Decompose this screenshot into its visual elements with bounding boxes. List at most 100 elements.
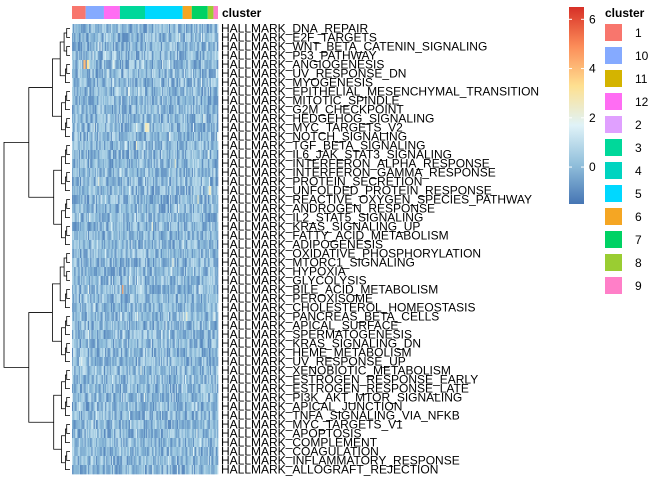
heatmap-cell bbox=[138, 312, 140, 322]
heatmap-cell bbox=[105, 204, 107, 214]
heatmap-cell bbox=[200, 69, 203, 79]
heatmap-cell bbox=[168, 321, 171, 331]
heatmap-cell bbox=[121, 186, 123, 196]
heatmap-cell bbox=[194, 276, 196, 286]
heatmap-cell bbox=[75, 285, 77, 295]
heatmap-cell bbox=[205, 267, 207, 277]
dendrogram-branch bbox=[66, 226, 70, 236]
heatmap-cell bbox=[206, 105, 209, 115]
heatmap-cell bbox=[194, 78, 196, 88]
heatmap-cell bbox=[143, 294, 146, 304]
heatmap-cell bbox=[109, 267, 112, 277]
heatmap-cell bbox=[81, 204, 83, 214]
heatmap-cell bbox=[190, 123, 193, 133]
heatmap-cell bbox=[157, 186, 160, 196]
heatmap-cell bbox=[154, 222, 156, 232]
heatmap-cell bbox=[178, 258, 180, 268]
heatmap-cell bbox=[204, 60, 206, 70]
heatmap-cell bbox=[175, 195, 178, 205]
heatmap-cell bbox=[195, 105, 197, 115]
heatmap-cell bbox=[115, 114, 117, 124]
heatmap-cell bbox=[85, 321, 88, 331]
heatmap-cell bbox=[125, 51, 128, 61]
heatmap-cell bbox=[97, 303, 99, 313]
heatmap-cell bbox=[82, 357, 84, 367]
heatmap-cell bbox=[103, 285, 106, 295]
heatmap-cell bbox=[196, 51, 198, 61]
heatmap-cell bbox=[188, 204, 190, 214]
heatmap-cell bbox=[213, 312, 215, 322]
heatmap-cell bbox=[207, 195, 210, 205]
heatmap-cell bbox=[167, 222, 170, 232]
heatmap-cell bbox=[109, 123, 112, 133]
heatmap-cell bbox=[194, 249, 196, 259]
heatmap-cell bbox=[151, 168, 154, 178]
heatmap-cell bbox=[165, 51, 168, 61]
heatmap-cell bbox=[183, 294, 186, 304]
heatmap-cell bbox=[126, 222, 129, 232]
heatmap-cell bbox=[95, 240, 98, 250]
heatmap-cell bbox=[74, 285, 76, 295]
heatmap-cell bbox=[191, 321, 194, 331]
heatmap-cell bbox=[163, 267, 165, 277]
heatmap-cell bbox=[130, 60, 132, 70]
heatmap-cell bbox=[99, 204, 101, 214]
heatmap-cell bbox=[160, 276, 163, 286]
heatmap-cell bbox=[138, 348, 140, 358]
heatmap-cell bbox=[184, 159, 187, 169]
heatmap-cell bbox=[204, 213, 206, 223]
heatmap-cell bbox=[186, 177, 188, 187]
heatmap-cell bbox=[160, 60, 163, 70]
heatmap-cell bbox=[72, 222, 74, 232]
heatmap-cell bbox=[187, 213, 189, 223]
heatmap-cell bbox=[73, 258, 75, 268]
heatmap-cell bbox=[151, 114, 154, 124]
heatmap-cell bbox=[158, 339, 161, 349]
heatmap-cell bbox=[208, 285, 211, 295]
heatmap-cell bbox=[75, 366, 77, 376]
heatmap-cell bbox=[212, 249, 214, 259]
heatmap-cell bbox=[94, 78, 97, 88]
heatmap-cell bbox=[73, 177, 75, 187]
dendrogram-branch bbox=[66, 289, 70, 299]
heatmap-cell bbox=[116, 366, 118, 376]
heatmap-cell bbox=[207, 330, 210, 340]
heatmap-cell bbox=[165, 87, 168, 97]
heatmap-cell bbox=[79, 249, 82, 259]
heatmap-cell bbox=[97, 357, 99, 367]
heatmap-cell bbox=[85, 231, 88, 241]
heatmap-cell bbox=[95, 303, 98, 313]
heatmap-cell bbox=[140, 114, 142, 124]
heatmap-cell bbox=[178, 78, 180, 88]
heatmap-cell bbox=[159, 168, 162, 178]
heatmap-cell bbox=[152, 168, 155, 178]
heatmap-cell bbox=[171, 285, 173, 295]
heatmap-cell bbox=[116, 231, 118, 241]
heatmap-cell bbox=[163, 168, 165, 178]
heatmap-cell bbox=[179, 222, 181, 232]
heatmap-cell bbox=[78, 357, 81, 367]
heatmap-cell bbox=[116, 348, 118, 358]
heatmap-cell bbox=[73, 276, 75, 286]
heatmap-cell bbox=[214, 249, 217, 259]
heatmap-cell bbox=[162, 51, 164, 61]
heatmap-cell bbox=[126, 312, 129, 322]
heatmap-cell bbox=[99, 168, 101, 178]
heatmap-cell bbox=[181, 123, 183, 133]
heatmap-cell bbox=[160, 42, 163, 52]
heatmap-cell bbox=[99, 195, 101, 205]
heatmap-cell bbox=[133, 348, 136, 358]
heatmap-cell bbox=[138, 249, 140, 259]
heatmap-cell bbox=[101, 204, 104, 214]
heatmap-cell bbox=[85, 258, 88, 268]
heatmap-cell bbox=[167, 258, 170, 268]
heatmap-cell bbox=[170, 249, 172, 259]
heatmap-cell bbox=[142, 123, 145, 133]
heatmap-cell bbox=[114, 321, 116, 331]
heatmap-cell bbox=[134, 69, 137, 79]
heatmap-cell bbox=[154, 132, 156, 142]
heatmap-cell bbox=[137, 213, 139, 223]
heatmap-cell bbox=[154, 195, 156, 205]
heatmap-cell bbox=[194, 96, 196, 106]
heatmap-cell bbox=[150, 33, 153, 43]
